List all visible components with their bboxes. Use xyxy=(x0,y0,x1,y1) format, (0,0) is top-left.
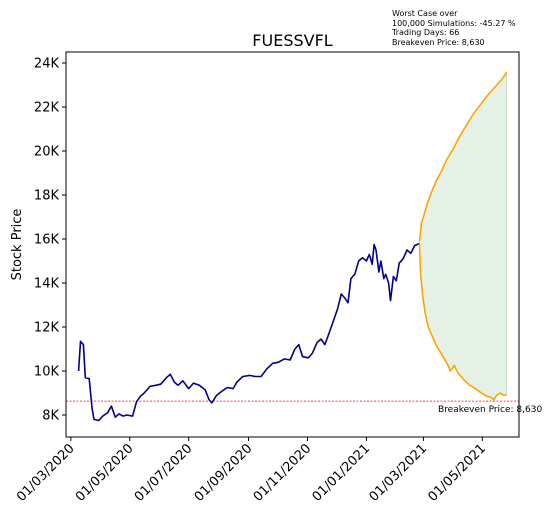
simulation-range-fill xyxy=(419,71,507,401)
x-tick-label: 01/03/2020 xyxy=(14,441,78,505)
plot-frame xyxy=(65,51,520,438)
y-tick-label: 8K xyxy=(42,409,59,424)
breakeven-label: Breakeven Price: 8,630 xyxy=(438,405,542,415)
y-tick-label: 10K xyxy=(34,365,60,380)
y-tick-label: 18K xyxy=(34,189,60,204)
y-tick-label: 20K xyxy=(34,145,60,160)
y-tick-label: 16K xyxy=(34,233,60,248)
y-tick-label: 12K xyxy=(34,321,60,336)
x-tick-label: 01/05/2021 xyxy=(426,441,490,505)
annotation-line-3: Trading Days: 66 xyxy=(392,28,460,37)
annotation-line-4: Breakeven Price: 8,630 xyxy=(392,37,485,47)
simulation-upper-line xyxy=(418,71,508,242)
annotation-line-2: 100,000 Simulations: -45.27 % xyxy=(392,18,516,28)
x-tick-label: 01/09/2020 xyxy=(192,441,256,505)
y-tick-label: 24K xyxy=(34,57,60,72)
annotation-line-1: Worst Case over xyxy=(392,9,458,18)
x-tick-label: 01/11/2020 xyxy=(251,441,315,505)
x-tick-label: 01/01/2021 xyxy=(310,441,374,505)
x-tick-label: 01/03/2021 xyxy=(367,441,431,505)
x-tick-label: 01/05/2020 xyxy=(73,441,137,505)
y-tick-label: 22K xyxy=(34,101,60,116)
simulation-lower-line xyxy=(418,243,507,401)
historical-price-line xyxy=(77,242,420,422)
simulation-annotation: Worst Case over 100,000 Simulations: -45… xyxy=(392,9,516,47)
chart-title: FUESSVFL xyxy=(252,31,332,50)
y-axis-label: Stock Price xyxy=(10,209,25,281)
y-tick-label: 14K xyxy=(34,277,60,292)
x-tick-label: 01/07/2020 xyxy=(132,441,196,505)
